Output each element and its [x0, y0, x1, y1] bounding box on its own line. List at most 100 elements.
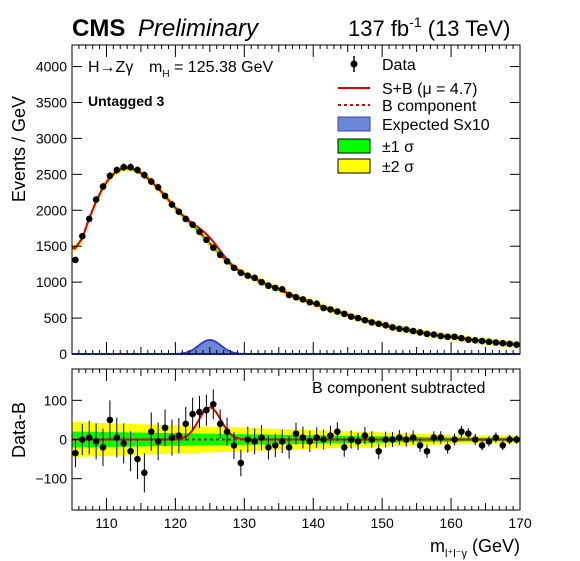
data-point [285, 291, 293, 299]
residual-point [306, 430, 314, 453]
data-marker [278, 286, 286, 293]
data-point [272, 284, 279, 292]
data-marker [389, 324, 396, 331]
residual-marker [216, 420, 224, 428]
lower-y-tick-label: 100 [44, 392, 68, 408]
residual-point [147, 412, 155, 451]
residual-point [72, 439, 79, 468]
residual-marker [79, 436, 86, 443]
data-marker [134, 166, 141, 174]
residual-point [458, 425, 465, 438]
data-marker [141, 171, 148, 179]
residual-marker [85, 434, 93, 441]
upper-frame [71, 44, 521, 355]
higgs-mass-label: mH = 125.38 GeV [149, 59, 274, 80]
data-point [141, 171, 148, 179]
upper-y-tick-label: 1500 [36, 238, 67, 254]
data-marker [402, 326, 410, 333]
residual-marker [182, 420, 190, 428]
residual-marker [134, 455, 141, 463]
x-axis-subscript: l⁺l⁻γ [445, 548, 468, 560]
x-tick-label: 130 [233, 515, 257, 531]
residual-point [396, 430, 403, 445]
residual-marker [285, 444, 293, 451]
data-marker [471, 337, 479, 344]
residual-marker [265, 444, 272, 451]
data-point [423, 330, 431, 338]
data-marker [437, 332, 445, 340]
residual-marker [382, 436, 389, 443]
residual-marker [120, 440, 127, 447]
residual-marker [154, 438, 162, 445]
data-point [99, 183, 107, 191]
lumi-exponent: -1 [409, 14, 422, 30]
data-point [368, 319, 376, 326]
data-marker [216, 251, 224, 259]
residual-point [251, 428, 258, 455]
residual-point [175, 417, 183, 454]
upper-y-tick-label: 2000 [36, 202, 67, 218]
residual-marker [175, 432, 183, 439]
residual-marker [237, 459, 245, 467]
data-marker [347, 313, 355, 320]
residual-marker [451, 436, 458, 443]
expected-signal-shape [72, 338, 520, 355]
residual-point [223, 417, 231, 446]
residual-point [437, 431, 445, 444]
residual-point [230, 431, 238, 460]
residual-marker [396, 434, 403, 441]
residual-point [499, 440, 507, 451]
data-point [499, 339, 507, 347]
residual-marker [99, 444, 107, 451]
residual-point [99, 428, 107, 467]
residual-point [465, 428, 472, 440]
residual-marker [306, 438, 314, 445]
residual-point [313, 427, 320, 448]
x-axis-unit: (GeV) [467, 536, 520, 556]
residual-point [485, 436, 493, 447]
x-tick-label: 170 [508, 515, 532, 531]
upper-y-axis-title: Events / GeV [9, 96, 29, 202]
data-point [182, 215, 190, 223]
residual-marker [244, 436, 252, 443]
data-marker [189, 221, 196, 228]
legend-entry-data: Data [350, 56, 416, 74]
residual-point [265, 435, 272, 460]
residual-point [92, 423, 100, 460]
data-marker [230, 264, 238, 272]
residual-point [402, 432, 410, 447]
data-point [327, 306, 334, 313]
data-marker [368, 319, 376, 326]
data-marker [99, 183, 107, 190]
data-point [306, 298, 314, 306]
data-point [430, 331, 438, 338]
data-point [382, 321, 389, 329]
upper-y-tick-label: 3500 [36, 94, 67, 110]
data-point [506, 340, 513, 348]
residual-point [189, 397, 196, 431]
residual-point [285, 435, 293, 459]
data-point [278, 286, 286, 293]
x-axis-symbol: m [430, 536, 445, 556]
residual-point [141, 453, 148, 493]
residual-marker [506, 436, 513, 443]
residual-marker [437, 434, 445, 441]
residual-marker [196, 408, 203, 416]
legend-entry-1sigma: ±1 σ [337, 138, 414, 156]
residual-point [113, 417, 121, 458]
residual-marker [189, 410, 196, 418]
residual-point [182, 406, 190, 441]
residual-point [278, 429, 286, 454]
data-point [513, 341, 520, 348]
data-marker [416, 329, 424, 336]
data-marker [161, 192, 169, 200]
data-point [465, 336, 472, 343]
data-points-lower [72, 389, 520, 493]
data-marker [465, 336, 472, 343]
residual-marker [223, 428, 231, 435]
data-point [437, 332, 445, 340]
signal-plus-background-curve [72, 167, 520, 346]
residual-marker [499, 442, 507, 449]
residual-marker [251, 438, 258, 445]
